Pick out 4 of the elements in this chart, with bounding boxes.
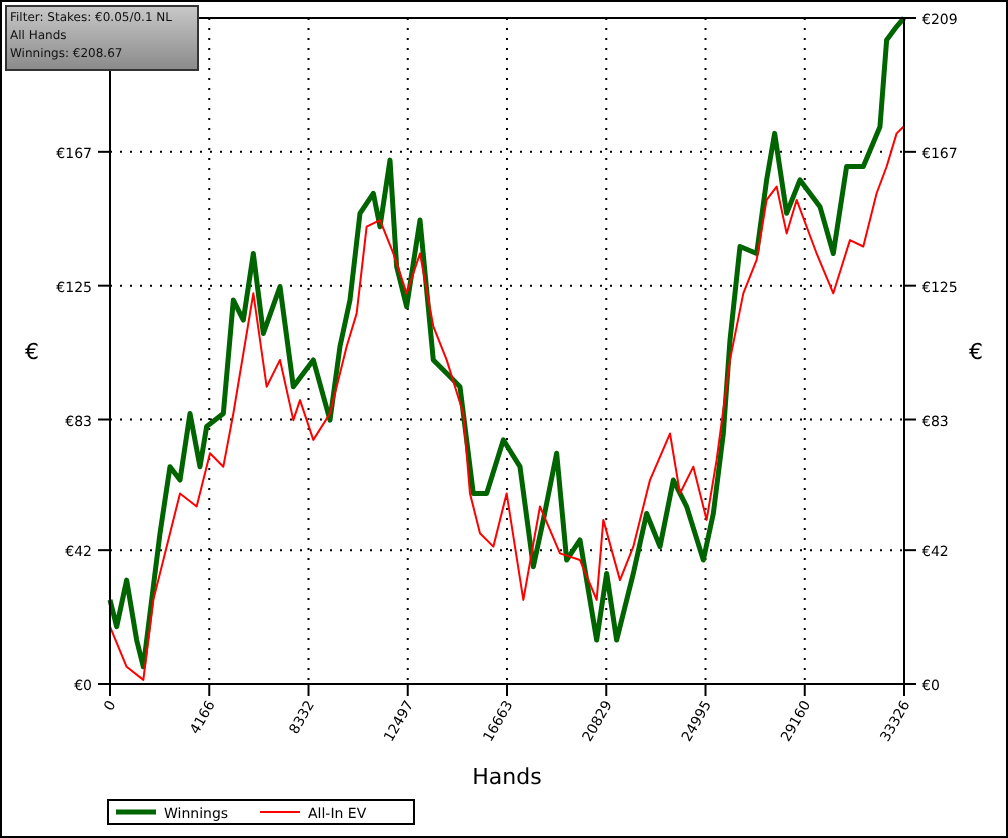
y-axis-title: € [25, 339, 39, 365]
line-series [109, 125, 905, 681]
x-axis-title: Hands [472, 764, 543, 790]
y2-axis-title: € [969, 339, 983, 365]
